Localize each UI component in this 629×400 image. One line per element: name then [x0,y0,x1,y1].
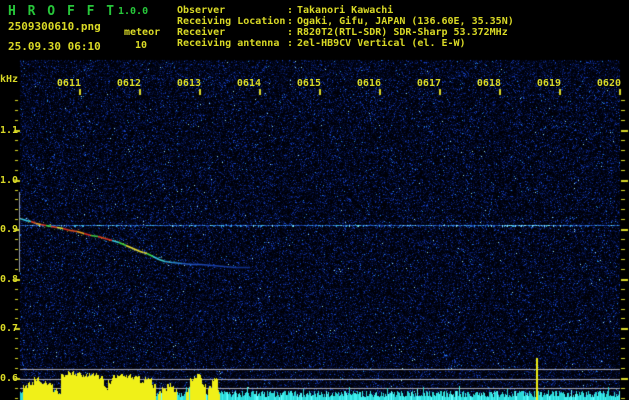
separator: : [287,5,294,16]
time-tick-label-0617: 0617 [416,78,441,89]
time-tick-label-0618: 0618 [476,78,501,89]
freq-tick-label-0.7: 0.7 [0,323,19,334]
separator: : [287,27,294,38]
receiver-value: R820T2(RTL-SDR) SDR-Sharp 53.372MHz [297,27,508,38]
receiver-label: Receiver [177,27,226,38]
receiving-location-label: Receiving Location [177,16,286,27]
time-tick-label-0613: 0613 [176,78,201,89]
receiving-antenna-value: 2el-HB9CV Vertical (el. E-W) [297,38,466,49]
observer-label: Observer [177,5,226,16]
freq-tick-label-1.1: 1.1 [0,125,19,136]
observation-mode: meteor [124,27,161,38]
time-tick-label-0611: 0611 [56,78,81,89]
time-tick-label-0619: 0619 [536,78,561,89]
receiving-location-value: Ogaki, Gifu, JAPAN (136.60E, 35.35N) [297,16,514,27]
freq-tick-label-0.6: 0.6 [0,373,19,384]
y-axis-unit-label: kHz [0,74,19,85]
app-title: H R O F F T [8,4,117,19]
freq-tick-label-0.8: 0.8 [0,274,19,285]
echo-count: 10 [135,40,148,51]
receiving-antenna-label: Receiving antenna [177,38,280,49]
app-version: 1.0.0 [118,6,149,17]
observer-value: Takanori Kawachi [297,5,394,16]
separator: : [287,38,294,49]
time-tick-label-0616: 0616 [356,78,381,89]
freq-tick-label-0.9: 0.9 [0,224,19,235]
output-filename: 2509300610.png [8,20,101,33]
time-tick-label-0615: 0615 [296,78,321,89]
time-tick-label-0612: 0612 [116,78,141,89]
time-tick-label-0614: 0614 [236,78,261,89]
separator: : [287,16,294,27]
observation-datetime: 25.09.30 06:10 [8,40,101,53]
time-tick-label-0620: 0620 [596,78,621,89]
freq-tick-label-1.0: 1.0 [0,175,19,186]
